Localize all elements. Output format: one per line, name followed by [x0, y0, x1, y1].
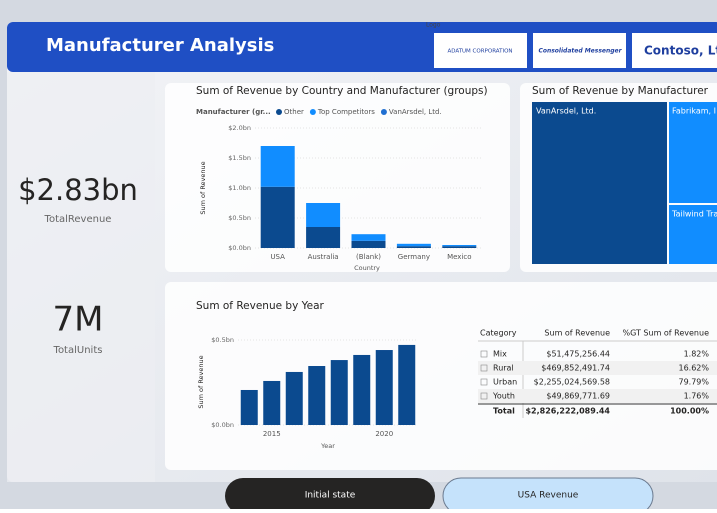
legend-title: Manufacturer (gr...: [196, 108, 271, 116]
y-axis-label: Sum of Revenue: [197, 355, 205, 408]
x-tick-label: USA: [270, 253, 285, 261]
matrix-table: Category Sum of Revenue %GT Sum of Revenue…: [478, 329, 717, 418]
total-cell: Total: [493, 407, 515, 416]
x-tick-label: Germany: [398, 253, 430, 261]
table-cell: 16.62%: [678, 364, 709, 373]
treemap-tile: [669, 205, 717, 264]
logo-box: [533, 33, 626, 68]
bar-segment: [442, 245, 477, 247]
bar-segment: [351, 240, 386, 248]
expand-icon: [480, 392, 488, 400]
x-axis-label: Year: [320, 442, 335, 450]
kpi-value: 7M: [53, 300, 104, 340]
x-axis-label: Country: [354, 264, 380, 272]
bar-segment: [260, 186, 295, 248]
legend-label: VanArsdel, Ltd.: [389, 108, 442, 116]
row-band: [478, 389, 717, 403]
expand-icon: [480, 350, 488, 358]
logo-box: [632, 33, 717, 68]
bar-segment: [351, 234, 386, 241]
legend-label: Top Competitors: [317, 108, 375, 116]
y-tick-label: $0.5bn: [211, 336, 234, 344]
table-cell: Urban: [493, 378, 517, 387]
y-tick-label: $0.0bn: [228, 244, 251, 252]
button-label[interactable]: USA Revenue: [518, 491, 579, 501]
x-tick-label: 2020: [375, 430, 393, 438]
bar: [240, 389, 258, 425]
treemap-tile: [532, 102, 667, 264]
chart-title: Sum of Revenue by Manufacturer: [532, 85, 709, 97]
y-tick-label: $1.5bn: [228, 154, 251, 162]
x-tick-label: Australia: [308, 253, 339, 261]
legend-dot: [380, 109, 387, 115]
bar-segment: [396, 246, 431, 248]
bar: [308, 366, 326, 425]
report-title: Manufacturer Analysis: [46, 35, 274, 56]
bar: [353, 354, 371, 425]
x-tick-label: 2015: [263, 430, 281, 438]
legend-dot: [276, 109, 282, 115]
bar-segment: [306, 227, 341, 248]
legend-label: Other: [284, 108, 304, 116]
button-label[interactable]: Initial state: [305, 491, 356, 501]
y-axis-label: Sum of Revenue: [199, 161, 207, 214]
x-tick-label: Mexico: [447, 253, 471, 261]
treemap-label: Tailwind Tra: [671, 210, 717, 219]
logo-text: ADATUM CORPORATION: [447, 49, 512, 55]
logo-text: Contoso, Ltd.: [644, 44, 717, 58]
bar: [398, 344, 416, 425]
bookmark-button[interactable]: [442, 477, 654, 513]
kpi-label: TotalUnits: [53, 345, 103, 356]
bar-segment: [396, 243, 431, 247]
table-cell: Youth: [492, 392, 515, 401]
table-cell: $2,255,024,569.58: [534, 378, 610, 387]
table-cell: Mix: [493, 350, 507, 359]
y-tick-label: $0.0bn: [211, 421, 234, 429]
card: [165, 83, 510, 272]
bar-segment: [306, 203, 341, 227]
table-cell: $49,869,771.69: [546, 392, 610, 401]
table-cell: 1.76%: [684, 392, 710, 401]
y-tick-label: $2.0bn: [228, 124, 251, 132]
x-tick-label: (Blank): [356, 253, 381, 261]
bar-segment: [442, 246, 477, 248]
card: [165, 282, 717, 470]
expand-icon: [480, 364, 488, 372]
treemap-tile: [669, 102, 717, 203]
bookmark-button[interactable]: [225, 478, 435, 513]
table-cell: $469,852,491.74: [541, 364, 610, 373]
chart-title: Sum of Revenue by Country and Manufactur…: [196, 85, 488, 97]
chart-title: Sum of Revenue by Year: [196, 300, 325, 312]
logo-text: Consolidated Messenger: [538, 48, 622, 55]
table-cell: 1.82%: [684, 350, 710, 359]
table-cell: Rural: [493, 364, 514, 373]
column-header: %GT Sum of Revenue: [622, 329, 709, 338]
total-cell: $2,826,222,089.44: [525, 407, 610, 416]
table-cell: $51,475,256.44: [546, 350, 610, 359]
expand-icon: [480, 378, 488, 386]
kpi-label: TotalRevenue: [44, 214, 112, 225]
treemap-label: Fabrikam, I: [672, 107, 716, 116]
treemap-label: VanArsdel, Ltd.: [536, 107, 596, 116]
y-tick-label: $0.5bn: [228, 214, 251, 222]
logo-caption: Logo: [426, 22, 441, 29]
bar: [285, 371, 303, 425]
column-header: Category: [480, 329, 517, 338]
total-cell: 100.00%: [670, 407, 709, 416]
column-header: Sum of Revenue: [544, 329, 610, 338]
kpi-value: $2.83bn: [18, 173, 138, 207]
kpi-panel: [7, 72, 155, 482]
y-tick-label: $1.0bn: [228, 184, 251, 192]
legend-dot: [309, 109, 316, 115]
logo-box: [434, 33, 527, 68]
bar: [263, 380, 281, 425]
bar-segment: [260, 146, 295, 187]
row-band: [478, 361, 717, 375]
bar: [330, 360, 348, 425]
bar: [375, 350, 393, 425]
table-cell: 79.79%: [678, 378, 709, 387]
